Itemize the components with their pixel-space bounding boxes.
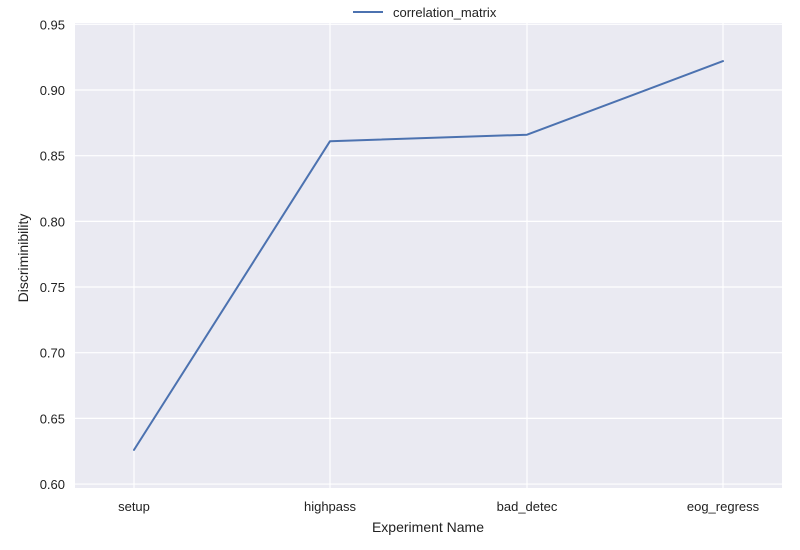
y-tick-label: 0.95 bbox=[40, 17, 65, 32]
plot-background bbox=[75, 23, 782, 488]
y-tick-label: 0.60 bbox=[40, 477, 65, 492]
series-lines bbox=[133, 60, 724, 451]
y-tick-label: 0.90 bbox=[40, 83, 65, 98]
y-tick-label: 0.75 bbox=[40, 280, 65, 295]
x-tick-label: eog_regress bbox=[687, 499, 760, 514]
legend-label: correlation_matrix bbox=[393, 5, 497, 20]
x-axis-title: Experiment Name bbox=[372, 519, 484, 535]
legend: correlation_matrix bbox=[353, 5, 497, 20]
y-axis-title: Discriminibility bbox=[15, 214, 31, 303]
x-gridlines bbox=[133, 23, 724, 488]
series-line-correlation-matrix bbox=[133, 60, 724, 451]
x-tick-label: setup bbox=[118, 499, 150, 514]
x-tick-label: bad_detec bbox=[497, 499, 558, 514]
y-tick-label: 0.65 bbox=[40, 411, 65, 426]
y-tick-label: 0.85 bbox=[40, 149, 65, 164]
y-tick-label: 0.80 bbox=[40, 214, 65, 229]
x-axis-ticks: setup highpass bad_detec eog_regress bbox=[118, 499, 760, 514]
y-tick-label: 0.70 bbox=[40, 346, 65, 361]
y-axis-ticks: 0.60 0.65 0.70 0.75 0.80 0.85 0.90 0.95 bbox=[40, 17, 65, 492]
x-tick-label: highpass bbox=[304, 499, 357, 514]
y-gridlines bbox=[75, 23, 782, 485]
